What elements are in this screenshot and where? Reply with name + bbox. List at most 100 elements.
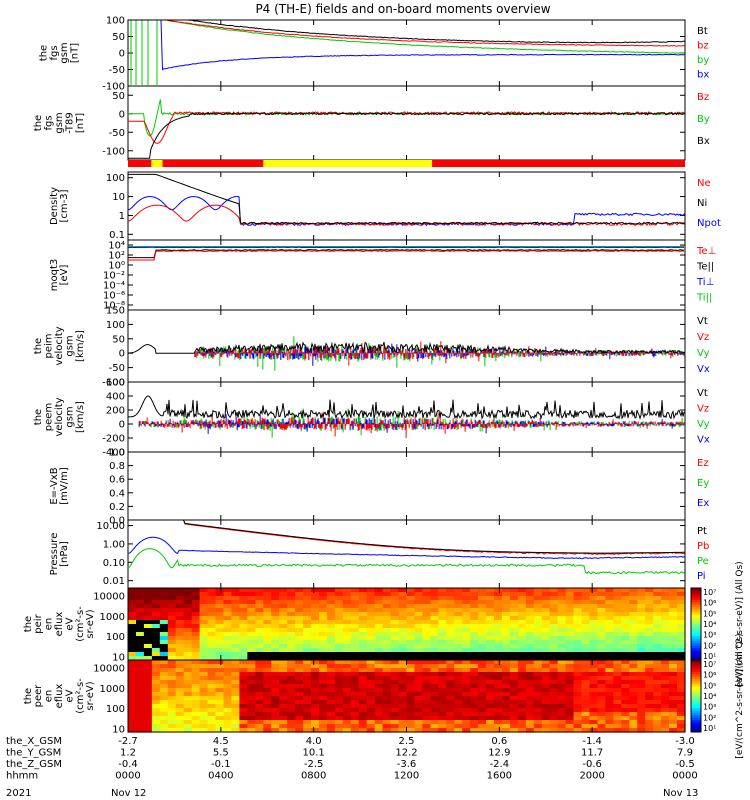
- spectrogram-cell: [541, 676, 551, 681]
- spectrogram-cell: [350, 632, 360, 637]
- spectrogram-cell: [486, 696, 495, 701]
- date-end-label: Nov 13: [663, 788, 698, 799]
- spectrogram-cell: [271, 672, 280, 677]
- spectrogram-cell: [326, 728, 336, 733]
- ylabel-line: [cm-3]: [59, 189, 70, 222]
- spectrogram-cell: [509, 668, 519, 673]
- spectrogram-cell: [629, 644, 638, 649]
- spectrogram-cell: [390, 620, 400, 625]
- spectrogram-cell: [414, 680, 424, 685]
- spectrogram-cell: [669, 628, 678, 633]
- spectrogram-cell: [326, 656, 336, 661]
- spectrogram-cell: [167, 728, 177, 733]
- spectrogram-cell: [565, 712, 575, 717]
- spectrogram-cell: [589, 708, 599, 713]
- spectrogram-cell: [438, 660, 447, 665]
- spectrogram-cell: [151, 660, 161, 665]
- spectrogram-cell: [414, 648, 424, 653]
- spectrogram-cell: [334, 704, 344, 709]
- spectrogram-cell: [279, 680, 288, 685]
- spectrogram-cell: [191, 716, 201, 721]
- spectrogram-cell: [271, 696, 280, 701]
- spectrogram-cell: [549, 724, 559, 729]
- spectrogram-cell: [573, 628, 583, 633]
- spectrogram-cell: [398, 728, 408, 733]
- spectrogram-cell: [613, 624, 622, 629]
- spectrogram-cell: [637, 600, 646, 605]
- spectrogram-cell: [446, 696, 455, 701]
- spectrogram-cell: [398, 604, 408, 609]
- spectrogram-cell: [366, 644, 376, 649]
- spectrogram-cell: [255, 652, 264, 657]
- spectrogram-cell: [438, 692, 447, 697]
- spectrogram-cell: [207, 644, 217, 649]
- spectrogram-cell: [167, 596, 177, 601]
- colorbar-cell: [691, 657, 701, 661]
- spectrogram-cell: [128, 720, 137, 725]
- spectrogram-cell: [199, 676, 209, 681]
- ylabel-line: the: [23, 688, 34, 704]
- spectrogram-cell: [199, 716, 209, 721]
- spectrogram-cell: [398, 648, 408, 653]
- spectrogram-cell: [175, 688, 185, 693]
- spectrogram-cell: [470, 688, 479, 693]
- spectrogram-cell: [478, 616, 487, 621]
- spectrogram-cell: [231, 696, 240, 701]
- spectrogram-cell: [406, 652, 416, 657]
- spectrogram-cell: [136, 684, 145, 689]
- ylabel-line: (cm²-s-: [75, 678, 86, 714]
- spectrogram-cell: [128, 600, 137, 605]
- spectrogram-cell: [653, 672, 662, 677]
- spectrogram-cell: [311, 628, 320, 633]
- spectrogram-cell: [613, 612, 622, 617]
- spectrogram-cell: [661, 632, 670, 637]
- spectrogram-cell: [215, 656, 225, 661]
- spectrogram-cell: [215, 620, 225, 625]
- spectrogram-cell: [263, 672, 272, 677]
- spectrogram-cell: [334, 656, 344, 661]
- spectrogram-cell: [255, 704, 264, 709]
- spectrogram-cell: [470, 684, 479, 689]
- spectrogram-cell: [326, 720, 336, 725]
- spectrogram-cell: [494, 608, 503, 613]
- spectrogram-cell: [486, 636, 495, 641]
- colorbar-cell: [691, 655, 701, 659]
- spectrogram-cell: [486, 692, 495, 697]
- spectrogram-cell: [502, 608, 511, 613]
- spectrogram-cell: [311, 712, 320, 717]
- spectrogram-cell: [549, 720, 559, 725]
- spectrogram-cell: [215, 700, 225, 705]
- ytick-label: 10⁻⁶: [103, 291, 125, 302]
- x-row-value: 0000: [115, 771, 140, 782]
- spectrogram-cell: [509, 704, 519, 709]
- spectrogram-cell: [223, 596, 233, 601]
- spectrogram-cell: [287, 600, 296, 605]
- spectrogram-cell: [342, 628, 352, 633]
- spectrogram-cell: [199, 644, 209, 649]
- spectrogram-cell: [573, 696, 583, 701]
- spectrogram-cell: [597, 676, 607, 681]
- spectrogram-cell: [151, 604, 161, 609]
- ylabel-ve: thepeemvelocitygsm[km/s]: [33, 397, 86, 436]
- spectrogram-cell: [446, 708, 455, 713]
- spectrogram-cell: [589, 704, 599, 709]
- spectrogram-cell: [271, 616, 280, 621]
- spectrogram-cell: [398, 632, 408, 637]
- spectrogram-cell: [422, 628, 431, 633]
- spectrogram-cell: [581, 720, 591, 725]
- spectrogram-cell: [326, 636, 336, 641]
- spectrogram-cell: [223, 624, 233, 629]
- spectrogram-cell: [525, 640, 535, 645]
- spectrogram-cell: [191, 696, 201, 701]
- spectrogram-cell: [661, 716, 670, 721]
- spectrogram-cell: [661, 684, 670, 689]
- x-row-value: 4.5: [213, 736, 229, 747]
- x-row-value: -2.7: [118, 736, 138, 747]
- spectrogram-cell: [183, 700, 193, 705]
- spectrogram-cell: [303, 592, 312, 597]
- spectrogram-cell: [478, 612, 487, 617]
- spectrogram-cell: [128, 612, 137, 617]
- ylabel-line: gsm: [59, 42, 70, 63]
- spectrogram-cell: [319, 628, 328, 633]
- panel-frame-efield: [127, 451, 686, 521]
